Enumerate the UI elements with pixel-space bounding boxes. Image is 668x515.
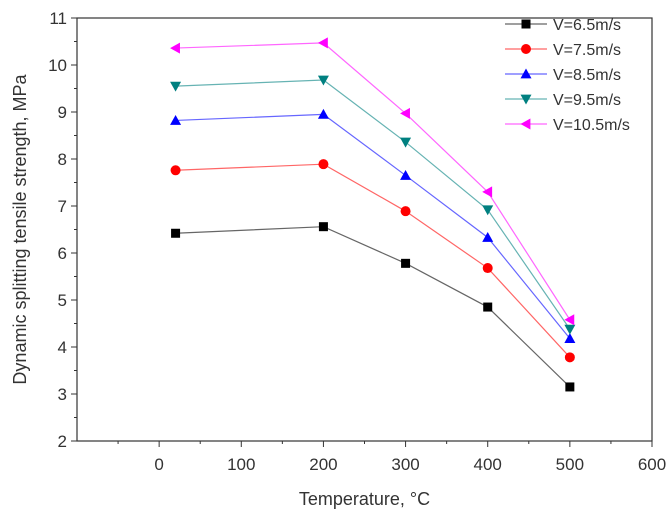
legend-label: V=8.5m/s <box>553 67 621 84</box>
data-point <box>482 205 494 216</box>
y-tick-label: 7 <box>58 197 67 216</box>
y-tick-label: 10 <box>48 56 67 75</box>
y-axis-title: Dynamic splitting tensile strength, MPa <box>10 73 30 384</box>
legend-label: V=9.5m/s <box>553 92 621 109</box>
series-line <box>175 113 571 339</box>
y-axis: 2 3 4 5 6 7 8 9 10 11 <box>48 9 77 451</box>
series-line <box>175 79 571 330</box>
data-point <box>564 352 575 363</box>
series-1 <box>171 222 575 392</box>
data-point <box>317 108 329 119</box>
series-2 <box>170 159 575 363</box>
x-tick-label: 600 <box>638 455 666 474</box>
legend-label: V=7.5m/s <box>553 42 621 59</box>
x-tick-label: 300 <box>391 455 419 474</box>
series-5 <box>170 37 575 326</box>
y-tick-label: 11 <box>49 9 67 28</box>
y-tick-label: 3 <box>58 385 67 404</box>
data-point <box>170 42 180 54</box>
data-point <box>483 302 493 312</box>
legend-marker <box>521 19 531 29</box>
legend-marker <box>520 68 532 79</box>
data-point <box>565 382 575 392</box>
legend-marker <box>521 44 531 54</box>
data-point <box>564 324 576 335</box>
data-point <box>171 228 181 238</box>
legend-item: V=8.5m/s <box>505 67 621 84</box>
data-point <box>170 165 181 176</box>
data-point <box>401 258 411 268</box>
legend-label: V=10.5m/s <box>553 117 630 134</box>
data-point <box>318 222 328 232</box>
series-3 <box>170 108 576 343</box>
y-tick-label: 6 <box>58 244 67 263</box>
data-point <box>400 169 412 180</box>
y-tick-label: 8 <box>58 150 67 169</box>
data-point <box>400 107 410 119</box>
legend: V=6.5m/s V=7.5m/s V=8.5m/s V=9.5m/s V=10.5m/… <box>505 17 630 134</box>
x-tick-label: 0 <box>154 455 163 474</box>
x-tick-label: 400 <box>474 455 502 474</box>
legend-item: V=6.5m/s <box>505 17 621 34</box>
series-line <box>175 163 571 358</box>
plot-series <box>170 37 576 392</box>
legend-item: V=10.5m/s <box>505 117 630 134</box>
data-point <box>400 206 411 217</box>
legend-label: V=6.5m/s <box>553 17 621 34</box>
y-tick-label: 9 <box>58 103 67 122</box>
legend-item: V=7.5m/s <box>505 42 621 59</box>
data-point <box>482 186 493 198</box>
series-line <box>175 226 571 388</box>
x-tick-label: 100 <box>227 455 255 474</box>
x-tick-label: 500 <box>556 455 584 474</box>
y-tick-label: 4 <box>58 338 67 357</box>
legend-marker <box>520 118 531 130</box>
data-point <box>482 231 494 242</box>
data-point <box>170 81 182 92</box>
y-tick-label: 2 <box>58 432 67 451</box>
data-point <box>318 159 329 170</box>
series-line <box>175 42 571 321</box>
y-tick-label: 5 <box>58 291 67 310</box>
data-point <box>317 37 328 49</box>
x-tick-label: 200 <box>309 455 337 474</box>
data-point <box>317 75 329 86</box>
data-point <box>400 137 412 148</box>
series-4 <box>170 75 576 335</box>
data-point <box>482 263 493 274</box>
data-point <box>564 333 576 343</box>
x-axis: 0 100 200 300 400 500 600 <box>117 441 666 474</box>
data-point <box>564 314 575 326</box>
legend-item: V=9.5m/s <box>505 92 621 109</box>
x-axis-title: Temperature, °C <box>299 489 430 509</box>
data-point <box>170 114 182 125</box>
legend-marker <box>520 94 532 105</box>
